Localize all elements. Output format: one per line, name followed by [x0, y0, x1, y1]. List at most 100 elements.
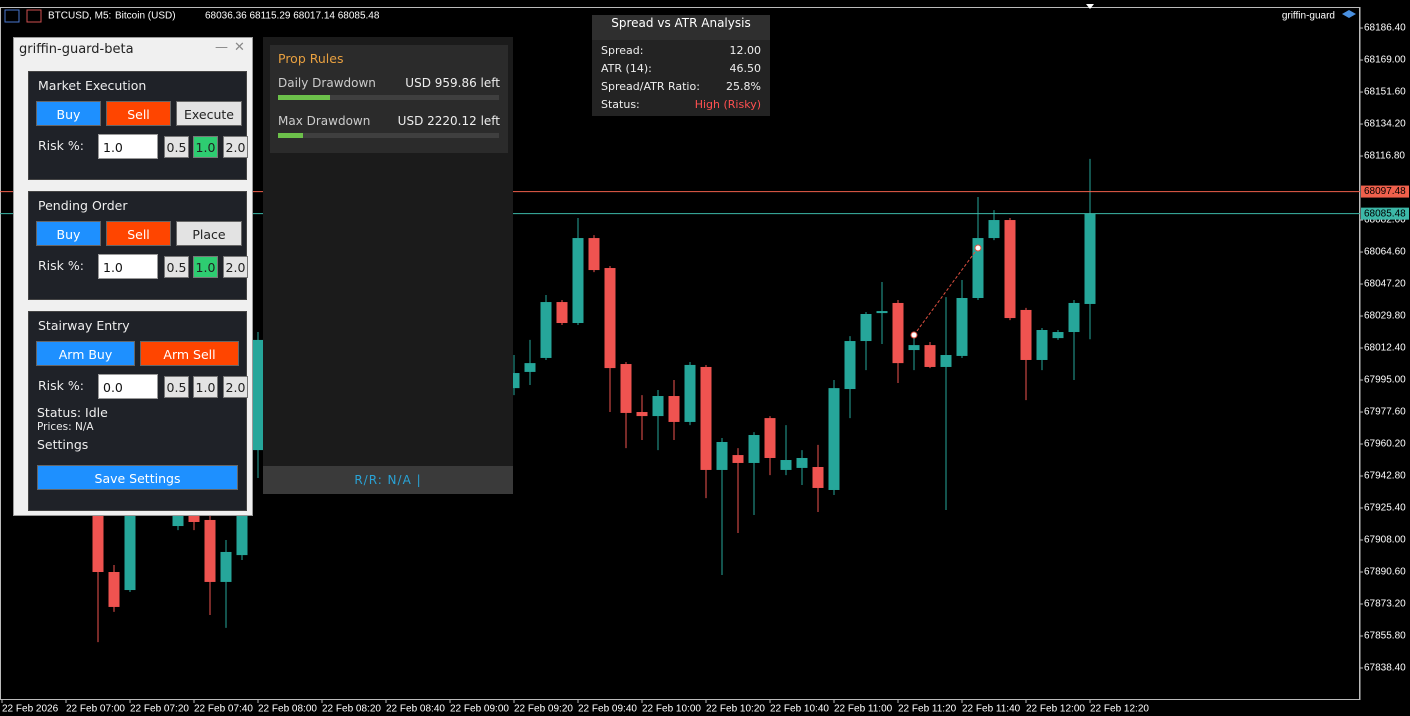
section: Market Execution Buy Sell Execute Risk %… [28, 71, 248, 180]
risk-input[interactable]: 1.0 [98, 254, 158, 279]
candle-body [124, 489, 136, 591]
section-title: Market Execution [38, 78, 147, 93]
candle-body [924, 345, 936, 367]
rr-footer: R/R: N/A | [263, 466, 513, 494]
preset-button[interactable]: 1.0 [193, 136, 218, 158]
y-tick-label: 67960.20 [1364, 439, 1406, 450]
bid-label-box [1361, 207, 1409, 220]
preset-button[interactable]: 2.0 [223, 136, 248, 158]
risk-input[interactable]: 0.0 [98, 374, 158, 399]
risk-label: Risk %: [38, 378, 84, 393]
candle-body [1084, 213, 1096, 304]
x-tick-label: 22 Feb 11:20 [898, 704, 957, 715]
candle-body [732, 455, 744, 463]
candle-body [92, 480, 104, 573]
preset-button[interactable]: 2.0 [223, 256, 248, 278]
spread-label: Spread: [601, 44, 644, 57]
y-tick-label: 68082.00 [1364, 215, 1406, 226]
preset-button[interactable]: 0.5 [164, 136, 189, 158]
x-tick-label: 22 Feb 08:40 [386, 704, 445, 715]
y-tick-label: 68047.20 [1364, 279, 1406, 290]
panel-title: griffin-guard-beta [19, 42, 134, 57]
menu-icon[interactable] [4, 9, 20, 23]
preset-button[interactable]: 0.5 [164, 376, 189, 398]
candle-body [764, 418, 776, 458]
spread-label: Status: [601, 98, 640, 111]
y-tick-label: 68064.60 [1364, 247, 1406, 258]
x-tick-label: 22 Feb 08:20 [322, 704, 381, 715]
candle-body [108, 572, 120, 607]
candle-body [652, 396, 664, 417]
candle-body [716, 441, 728, 470]
quote: 68036.36 68115.29 68017.14 68085.48 [205, 11, 380, 22]
y-tick-label: 68029.80 [1364, 311, 1406, 322]
symbol: BTCUSD, M5: [48, 11, 111, 22]
spread-value: High (Risky) [694, 98, 761, 111]
risk-label: Risk %: [38, 258, 84, 273]
spread-label: ATR (14): [601, 62, 652, 75]
preset-button[interactable]: 1.0 [193, 376, 218, 398]
x-tick-label: 22 Feb 2026 [2, 704, 59, 715]
x-tick-label: 22 Feb 10:40 [770, 704, 829, 715]
buy-button[interactable]: Buy [36, 221, 101, 246]
ea-name: griffin-guard [1282, 11, 1335, 22]
section-title: Stairway Entry [38, 318, 130, 333]
x-tick-label: 22 Feb 11:40 [962, 704, 1021, 715]
y-tick-label: 67977.60 [1364, 407, 1406, 418]
spread-title: Spread vs ATR Analysis [592, 15, 770, 40]
candle-body [844, 341, 856, 390]
candle-body [1052, 332, 1064, 339]
candle-body [748, 435, 760, 463]
execute-button[interactable]: Execute [176, 101, 242, 126]
y-tick-label: 67873.20 [1364, 599, 1406, 610]
y-tick-label: 67995.00 [1364, 375, 1406, 386]
chart-icon[interactable] [26, 9, 42, 23]
preset-button[interactable]: 1.0 [193, 256, 218, 278]
arm-sell-button[interactable]: Arm Sell [140, 341, 239, 366]
buy-button[interactable]: Buy [36, 101, 101, 126]
arm-buy-button[interactable]: Arm Buy [36, 341, 135, 366]
preset-button[interactable]: 0.5 [164, 256, 189, 278]
candle-body [252, 339, 264, 451]
spread-label: Spread/ATR Ratio: [601, 80, 700, 93]
trend-line [913, 247, 979, 336]
rule-value: USD 959.86 left [405, 76, 500, 90]
candle-body [780, 460, 792, 470]
x-tick-label: 22 Feb 08:00 [258, 704, 317, 715]
section: Pending Order Buy Sell Place Risk %: 1.0… [28, 191, 248, 300]
y-tick-label: 67908.00 [1364, 535, 1406, 546]
y-tick-label: 67838.40 [1364, 663, 1406, 674]
rule-track [278, 133, 499, 138]
candle-body [988, 220, 1000, 239]
y-tick-label: 68169.00 [1364, 55, 1406, 66]
y-tick-label: 68134.20 [1364, 119, 1406, 130]
place-button[interactable]: Place [176, 221, 242, 246]
shift-marker [1086, 4, 1094, 9]
y-tick-label: 67925.40 [1364, 503, 1406, 514]
spread-value: 46.50 [729, 62, 762, 75]
candle-body [972, 238, 984, 299]
candle-body [540, 302, 552, 358]
candle-body [204, 519, 216, 582]
y-tick-label: 68012.40 [1364, 343, 1406, 354]
rule-value: USD 2220.12 left [397, 114, 500, 128]
close-button[interactable]: ✕ [234, 40, 245, 55]
prop-title: Prop Rules [278, 51, 344, 66]
save-button[interactable]: Save Settings [37, 465, 238, 490]
risk-input[interactable]: 1.0 [98, 134, 158, 159]
y-tick-label: 68116.80 [1364, 151, 1405, 162]
sell-button[interactable]: Sell [106, 101, 171, 126]
ask-label: 68097.48 [1364, 186, 1406, 197]
minimize-button[interactable]: — [215, 40, 228, 55]
prop-box: Prop Rules Daily Drawdown USD 959.86 lef… [270, 45, 508, 153]
candle-body [604, 268, 616, 369]
candle-body [572, 238, 584, 324]
x-tick-label: 22 Feb 11:00 [834, 704, 893, 715]
sell-button[interactable]: Sell [106, 221, 171, 246]
x-tick-label: 22 Feb 12:20 [1090, 704, 1149, 715]
candle-body [796, 457, 808, 468]
section-title: Pending Order [38, 198, 128, 213]
candle-body [620, 364, 632, 413]
preset-button[interactable]: 2.0 [223, 376, 248, 398]
